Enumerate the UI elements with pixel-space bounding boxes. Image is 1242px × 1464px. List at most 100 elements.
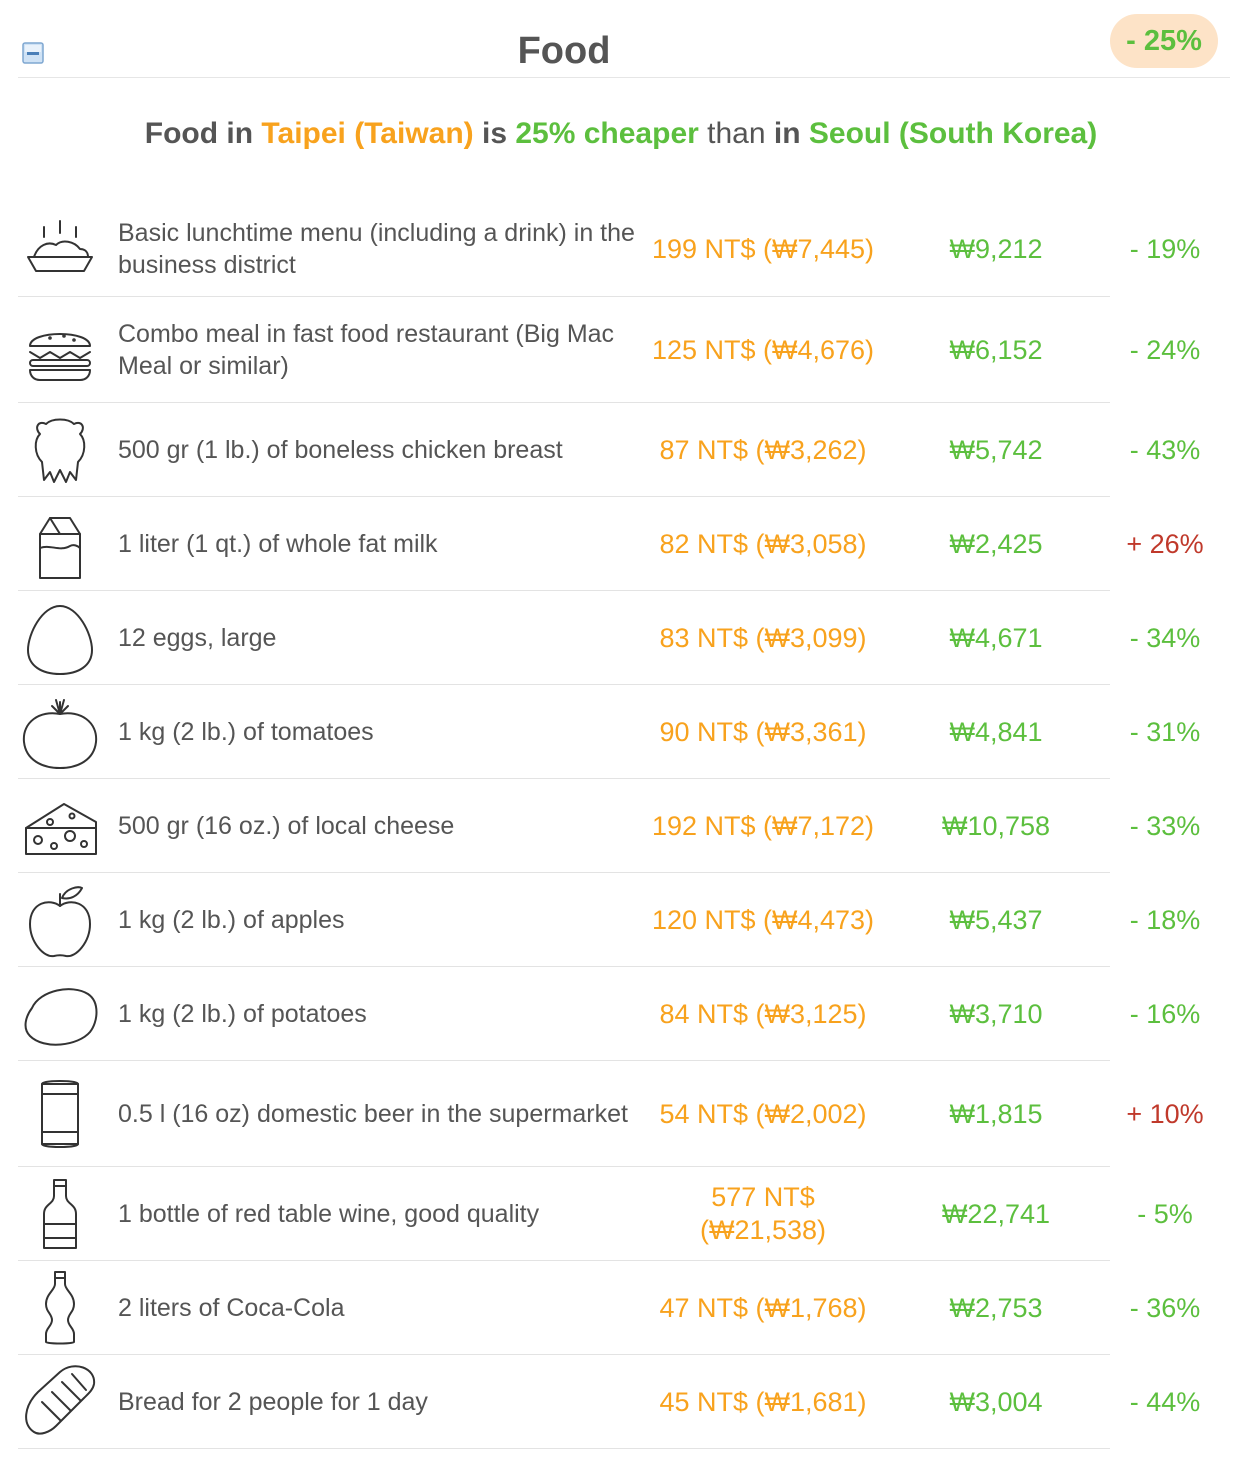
row-divider — [102, 1448, 1110, 1449]
egg-icon — [18, 591, 102, 685]
table-row: Basic lunchtime menu (including a drink)… — [18, 201, 1230, 297]
price-difference: - 44% — [1129, 1386, 1201, 1417]
row-divider — [102, 496, 1110, 497]
price-difference: + 10% — [1126, 1098, 1204, 1129]
price-seoul: ₩4,671 — [949, 622, 1043, 653]
row-divider — [102, 778, 1110, 779]
price-taipei: 47 NT$ (₩1,768) — [659, 1292, 867, 1323]
row-divider — [18, 778, 102, 779]
summary-comparison: 25% cheaper — [515, 117, 699, 150]
item-name: 1 kg (2 lb.) of apples — [118, 906, 345, 934]
summary-city1: Taipei (Taiwan) — [261, 117, 474, 150]
row-divider — [18, 1354, 102, 1355]
row-divider — [102, 1060, 1110, 1061]
price-seoul: ₩4,841 — [949, 716, 1043, 747]
table-row: Bread for 2 people for 1 day 45 NT$ (₩1,… — [18, 1355, 1230, 1449]
price-taipei: 84 NT$ (₩3,125) — [659, 998, 867, 1029]
price-taipei: 199 NT$ (₩7,445) — [651, 233, 875, 264]
lunch-icon — [18, 201, 102, 297]
price-seoul: ₩5,742 — [949, 434, 1043, 465]
item-name: 12 eggs, large — [118, 624, 277, 652]
price-seoul: ₩9,212 — [949, 233, 1043, 264]
table-row: 12 eggs, large 83 NT$ (₩3,099) ₩4,671 - … — [18, 591, 1230, 685]
row-divider — [18, 1260, 102, 1261]
cheese-icon — [18, 779, 102, 873]
price-taipei: 83 NT$ (₩3,099) — [659, 622, 867, 653]
table-row: 0.5 l (16 oz) domestic beer in the super… — [18, 1061, 1230, 1167]
wine-bottle-icon — [18, 1167, 102, 1261]
table-row: 1 kg (2 lb.) of apples 120 NT$ (₩4,473) … — [18, 873, 1230, 967]
price-difference: - 5% — [1137, 1198, 1193, 1229]
item-name: Bread for 2 people for 1 day — [118, 1388, 428, 1416]
price-taipei: 54 NT$ (₩2,002) — [659, 1098, 867, 1129]
row-divider — [102, 296, 1110, 297]
row-divider — [102, 966, 1110, 967]
row-divider — [18, 966, 102, 967]
row-divider — [18, 590, 102, 591]
collapse-icon[interactable] — [22, 42, 44, 64]
section-header: Food - 25% — [18, 0, 1230, 78]
row-divider — [18, 496, 102, 497]
price-seoul: ₩3,710 — [949, 998, 1043, 1029]
price-seoul: ₩22,741 — [941, 1198, 1051, 1229]
price-difference: - 36% — [1129, 1292, 1201, 1323]
row-divider — [102, 872, 1110, 873]
row-divider — [18, 1060, 102, 1061]
price-seoul: ₩10,758 — [941, 810, 1051, 841]
table-row: 2 liters of Coca-Cola 47 NT$ (₩1,768) ₩2… — [18, 1261, 1230, 1355]
summary-sentence: Food in Taipei (Taiwan) is 25% cheaper t… — [0, 117, 1242, 151]
row-divider — [18, 684, 102, 685]
row-divider — [18, 1166, 102, 1167]
bread-icon — [18, 1355, 102, 1449]
table-row: Combo meal in fast food restaurant (Big … — [18, 297, 1230, 403]
item-name: 1 kg (2 lb.) of tomatoes — [118, 718, 374, 746]
cola-bottle-icon — [18, 1261, 102, 1355]
overall-diff-badge: - 25% — [1110, 14, 1218, 68]
price-seoul: ₩1,815 — [949, 1098, 1043, 1129]
row-divider — [18, 872, 102, 873]
price-seoul: ₩6,152 — [949, 334, 1043, 365]
row-divider — [18, 402, 102, 403]
burger-icon — [18, 297, 102, 403]
price-difference: - 31% — [1129, 716, 1201, 747]
price-difference: - 34% — [1129, 622, 1201, 653]
row-divider — [18, 296, 102, 297]
price-taipei: 120 NT$ (₩4,473) — [651, 904, 875, 935]
summary-part1: Food in — [144, 117, 262, 150]
summary-part4: in — [765, 117, 809, 150]
price-difference: + 26% — [1126, 528, 1204, 559]
row-divider — [102, 1354, 1110, 1355]
price-difference: - 33% — [1129, 810, 1201, 841]
price-seoul: ₩3,004 — [949, 1386, 1043, 1417]
row-divider — [102, 1260, 1110, 1261]
item-name: 0.5 l (16 oz) domestic beer in the super… — [118, 1100, 628, 1128]
price-taipei: 87 NT$ (₩3,262) — [659, 434, 867, 465]
table-row: 1 kg (2 lb.) of potatoes 84 NT$ (₩3,125)… — [18, 967, 1230, 1061]
price-taipei: 45 NT$ (₩1,681) — [659, 1386, 867, 1417]
table-row: 1 bottle of red table wine, good quality… — [18, 1167, 1230, 1261]
table-row: 1 kg (2 lb.) of tomatoes 90 NT$ (₩3,361)… — [18, 685, 1230, 779]
price-seoul: ₩5,437 — [949, 904, 1043, 935]
table-row: 500 gr (16 oz.) of local cheese 192 NT$ … — [18, 779, 1230, 873]
row-divider — [102, 1166, 1110, 1167]
potato-icon — [18, 967, 102, 1061]
row-divider — [102, 402, 1110, 403]
summary-part2: is — [473, 117, 516, 150]
price-taipei: 125 NT$ (₩4,676) — [651, 334, 875, 365]
summary-city2: Seoul (South Korea) — [808, 117, 1098, 150]
item-name: 500 gr (1 lb.) of boneless chicken breas… — [118, 436, 563, 464]
item-name: 500 gr (16 oz.) of local cheese — [118, 812, 455, 840]
price-taipei: 577 NT$ (₩21,538) — [699, 1182, 827, 1245]
price-seoul: ₩2,753 — [949, 1292, 1043, 1323]
item-name: 1 kg (2 lb.) of potatoes — [118, 1000, 367, 1028]
row-divider — [102, 684, 1110, 685]
price-seoul: ₩2,425 — [949, 528, 1043, 559]
tomato-icon — [18, 685, 102, 779]
price-taipei: 192 NT$ (₩7,172) — [651, 810, 875, 841]
summary-part3: than — [698, 117, 766, 150]
price-taipei: 90 NT$ (₩3,361) — [659, 716, 867, 747]
price-table: Basic lunchtime menu (including a drink)… — [18, 201, 1230, 1449]
item-name: 2 liters of Coca-Cola — [118, 1294, 345, 1322]
table-row: 500 gr (1 lb.) of boneless chicken breas… — [18, 403, 1230, 497]
price-taipei: 82 NT$ (₩3,058) — [659, 528, 867, 559]
